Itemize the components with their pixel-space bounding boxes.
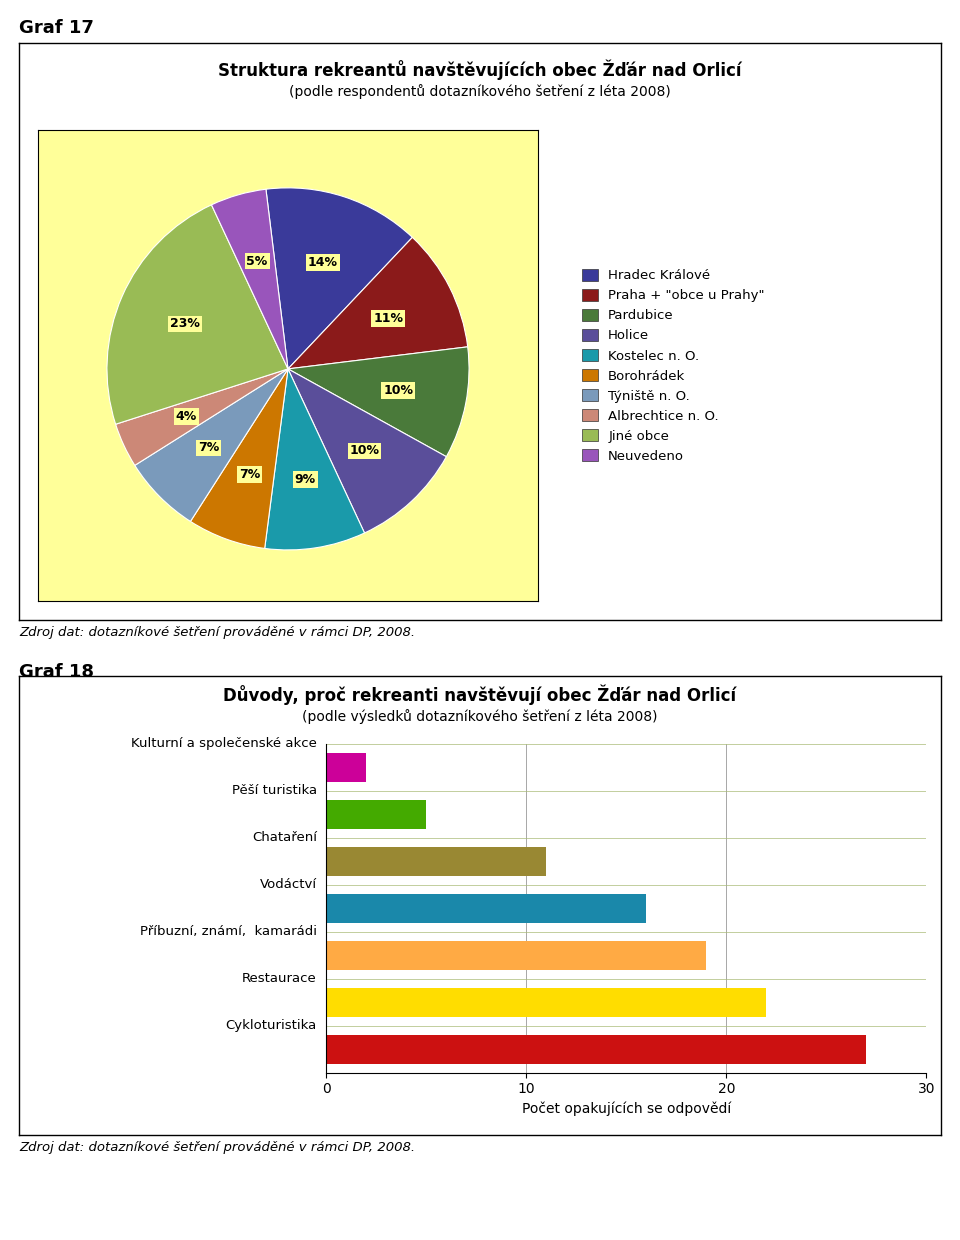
Text: (podle výsledků dotazníkového šetření z léta 2008): (podle výsledků dotazníkového šetření z … <box>302 709 658 724</box>
Text: (podle respondentů dotazníkového šetření z léta 2008): (podle respondentů dotazníkového šetření… <box>289 84 671 99</box>
Text: Graf 18: Graf 18 <box>19 663 94 682</box>
Text: Cykloturistika: Cykloturistika <box>226 1019 317 1032</box>
Text: 14%: 14% <box>308 255 338 269</box>
Bar <box>326 941 707 970</box>
Wedge shape <box>211 190 288 368</box>
Bar <box>326 847 546 875</box>
Text: Důvody, proč rekreanti navštěvují obec Žďár nad Orlicí: Důvody, proč rekreanti navštěvují obec Ž… <box>224 684 736 706</box>
Legend: Hradec Králové, Praha + "obce u Prahy", Pardubice, Holice, Kostelec n. O., Boroh: Hradec Králové, Praha + "obce u Prahy", … <box>578 265 769 466</box>
Text: 9%: 9% <box>295 474 316 486</box>
Wedge shape <box>288 347 469 456</box>
X-axis label: Počet opakujících se odpovědí: Počet opakujících se odpovědí <box>522 1102 731 1116</box>
Wedge shape <box>266 188 413 368</box>
Wedge shape <box>107 205 288 424</box>
Text: 7%: 7% <box>198 441 219 455</box>
Text: 10%: 10% <box>383 384 413 397</box>
Bar <box>326 1034 867 1064</box>
Text: Chataření: Chataření <box>252 831 317 844</box>
Text: Příbuzní, známí,  kamarádi: Příbuzní, známí, kamarádi <box>140 925 317 939</box>
Text: 5%: 5% <box>247 254 268 268</box>
Text: Kulturní a společenské akce: Kulturní a společenské akce <box>131 738 317 750</box>
Text: Restaurace: Restaurace <box>242 972 317 986</box>
Text: 23%: 23% <box>170 317 200 331</box>
Text: Zdroj dat: dotazníkové šetření prováděné v rámci DP, 2008.: Zdroj dat: dotazníkové šetření prováděné… <box>19 1141 416 1153</box>
Wedge shape <box>288 368 446 533</box>
Wedge shape <box>265 368 365 549</box>
Wedge shape <box>134 368 288 521</box>
Wedge shape <box>115 368 288 465</box>
Bar <box>326 800 426 830</box>
Text: Vodáctví: Vodáctví <box>259 878 317 892</box>
Bar <box>326 987 766 1017</box>
Text: Struktura rekreantů navštěvujících obec Žďár nad Orlicí: Struktura rekreantů navštěvujících obec … <box>218 60 742 81</box>
Text: Zdroj dat: dotazníkové šetření prováděné v rámci DP, 2008.: Zdroj dat: dotazníkové šetření prováděné… <box>19 626 416 639</box>
Wedge shape <box>288 237 468 368</box>
Text: 11%: 11% <box>373 311 403 325</box>
Bar <box>326 753 367 782</box>
Text: 7%: 7% <box>239 467 260 481</box>
Text: 4%: 4% <box>176 410 197 423</box>
Text: Pěší turistika: Pěší turistika <box>231 785 317 797</box>
Bar <box>326 894 646 923</box>
Text: 10%: 10% <box>349 444 379 458</box>
Text: Graf 17: Graf 17 <box>19 19 94 37</box>
Wedge shape <box>190 368 288 548</box>
